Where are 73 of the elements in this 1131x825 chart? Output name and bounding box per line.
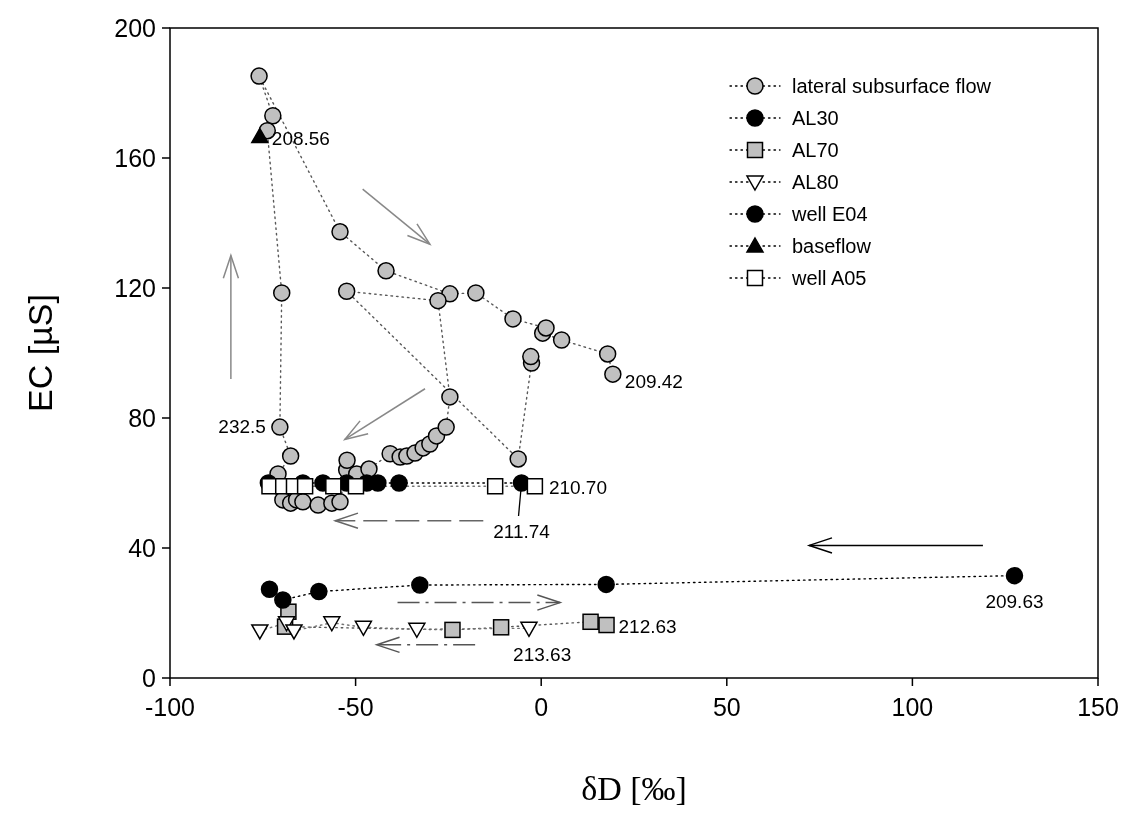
point <box>429 291 447 310</box>
point <box>296 478 314 495</box>
point <box>604 365 622 383</box>
y-tick-label: 120 <box>114 274 156 302</box>
annotation: 210.70 <box>548 477 608 499</box>
point <box>597 575 615 594</box>
legend-label: AL70 <box>792 139 839 161</box>
x-tick-label: 0 <box>534 693 549 721</box>
y-tick-label: 0 <box>142 664 156 692</box>
point <box>274 591 292 609</box>
point <box>325 478 342 495</box>
point <box>486 478 504 495</box>
x-tick-label: -100 <box>144 693 196 721</box>
point <box>331 223 349 241</box>
y-tick-label: 160 <box>114 144 156 172</box>
x-tick-label: -50 <box>337 693 374 721</box>
point <box>441 388 459 406</box>
point <box>504 310 522 328</box>
point <box>354 620 373 637</box>
annotation: 208.56 <box>271 127 330 149</box>
point <box>260 580 279 599</box>
point <box>598 345 617 363</box>
point <box>411 576 429 594</box>
point <box>250 67 268 85</box>
point <box>310 582 328 601</box>
point <box>522 347 540 366</box>
point <box>582 613 599 631</box>
point <box>281 447 300 465</box>
point <box>520 621 538 638</box>
annotation: 232.5 <box>218 416 266 438</box>
point <box>390 474 408 492</box>
point <box>509 450 527 468</box>
legend-label: AL30 <box>792 107 839 129</box>
point <box>347 478 365 495</box>
point <box>331 493 349 511</box>
annotation: 213.63 <box>513 644 572 666</box>
point <box>492 619 510 636</box>
point <box>264 107 282 125</box>
annotation: 209.63 <box>985 590 1044 612</box>
x-tick-label: 150 <box>1077 693 1119 721</box>
point <box>377 262 395 280</box>
legend-label: lateral subsurface flow <box>792 75 992 97</box>
point <box>437 418 455 436</box>
point <box>338 451 356 469</box>
point <box>251 127 269 144</box>
y-axis-title: EC [µS] <box>21 294 59 412</box>
point <box>444 621 461 639</box>
legend-label: well E04 <box>791 203 868 225</box>
point <box>537 319 555 337</box>
legend-label: AL80 <box>792 171 839 193</box>
point <box>337 282 356 300</box>
point <box>251 624 269 640</box>
point <box>271 418 289 436</box>
annotation: 209.42 <box>624 371 683 393</box>
y-tick-label: 80 <box>128 404 156 432</box>
point <box>272 284 291 302</box>
x-tick-label: 50 <box>712 693 741 721</box>
annotation: 211.74 <box>493 521 551 542</box>
point <box>408 622 426 638</box>
x-axis-title: δD [‰] <box>581 770 687 807</box>
point <box>1005 566 1024 585</box>
point <box>323 616 341 632</box>
point <box>526 478 544 495</box>
y-tick-label: 40 <box>128 534 156 562</box>
point <box>598 616 615 634</box>
legend-label: well A05 <box>791 267 867 289</box>
point <box>552 331 571 349</box>
point <box>467 284 485 302</box>
y-tick-label: 200 <box>114 14 156 42</box>
annotation: 212.63 <box>618 616 677 638</box>
legend-label: baseflow <box>792 235 872 257</box>
point <box>285 624 303 640</box>
x-tick-label: 100 <box>891 693 934 721</box>
